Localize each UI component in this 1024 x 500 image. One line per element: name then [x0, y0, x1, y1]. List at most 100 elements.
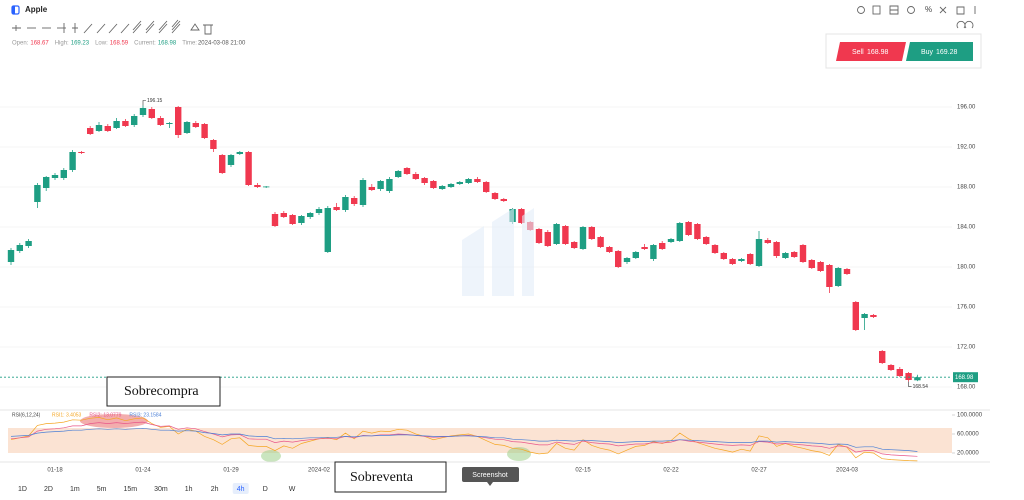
time-value: 2024-03-08 21:00 [198, 41, 246, 47]
candle-body [826, 265, 833, 287]
x-tick-label: 01-18 [47, 468, 63, 474]
x-tick-label: 02-15 [575, 468, 591, 474]
candle-body [298, 216, 305, 223]
top-right-tools[interactable]: % [857, 5, 976, 29]
candle-body [632, 252, 639, 258]
candle-body [342, 197, 349, 210]
annotation-box [106, 376, 221, 407]
candle-body [483, 182, 490, 192]
y-tick-label: 172.00 [957, 345, 976, 351]
candle-body [808, 260, 815, 268]
candle-body [579, 227, 587, 249]
timeframe-bar: 1D 2D 1m 5m 15m 30m 1h 2h 4h D W [18, 483, 296, 494]
y-tick-label: 196.00 [957, 105, 976, 111]
x-tick-label: 2024-03 [836, 468, 859, 474]
timeframe-button[interactable]: 1h [185, 486, 193, 493]
buy-button-bg [906, 42, 973, 61]
sell-price: 168.98 [867, 49, 889, 56]
rsi-tick-label: 100.0000 [957, 413, 983, 419]
sell-button[interactable]: Sell 168.98 [836, 42, 906, 61]
candle-body [60, 170, 67, 178]
candle-body [166, 123, 173, 124]
timeframe-button[interactable]: W [289, 486, 296, 493]
legend-value: 23.1584 [143, 412, 161, 418]
candle-body [914, 377, 921, 381]
candle-body [289, 215, 296, 224]
timeframe-button[interactable]: 5m [97, 486, 107, 493]
candle-body [553, 224, 560, 244]
candle-body [597, 237, 604, 247]
candle-body [491, 193, 499, 199]
timeframe-button[interactable]: 30m [154, 486, 168, 493]
timeframe-button[interactable]: 1m [70, 486, 80, 493]
timeframe-button[interactable]: 4h [237, 486, 245, 493]
watermark-logo [462, 208, 534, 296]
rsi-pane: 100.0000 60.0000 20.0000 RSI(6,12,24) RSI1: 3… [10, 412, 983, 462]
candle-body [615, 251, 622, 267]
annotation-box [334, 461, 447, 493]
candle-body [747, 254, 754, 264]
candle-body [817, 262, 824, 271]
ohlc-value: 168.67 [30, 41, 49, 47]
candle-body [905, 373, 912, 380]
max-label: 196.15 [147, 98, 163, 104]
candle-body [711, 245, 719, 253]
candle-body [562, 226, 569, 244]
legend-value: 13.0779 [103, 412, 121, 418]
candle-body [720, 253, 727, 259]
candle-body [606, 247, 613, 252]
candle-body [738, 259, 745, 261]
timeframe-button[interactable]: 15m [123, 486, 137, 493]
min-marker [908, 381, 912, 387]
candle-body [456, 182, 463, 184]
candle-body [843, 269, 851, 274]
candle-body [861, 314, 868, 318]
candle-body [887, 365, 895, 370]
candle-body [421, 178, 428, 183]
y-tick-label: 192.00 [957, 145, 976, 151]
x-tick-label: 01-29 [223, 468, 239, 474]
rsi-band [8, 428, 952, 453]
ohlc-value: 168.98 [158, 41, 177, 47]
candle-body [412, 174, 419, 179]
ohlc-label: Open: [12, 41, 29, 47]
candle-body [685, 222, 692, 235]
candle-body [271, 214, 279, 226]
symbol-title: Apple [25, 5, 48, 14]
buy-price: 169.28 [936, 49, 958, 56]
candle-body [773, 242, 780, 256]
candle-body [95, 125, 103, 131]
y-tick-label: 188.00 [957, 185, 976, 191]
candle-body [122, 121, 129, 126]
x-tick-label: 01-24 [135, 468, 151, 474]
candle-body [852, 302, 859, 330]
price-pane: 196.00 192.00 188.00 184.00 180.00 176.00 172.… [0, 98, 978, 391]
candle-body [113, 121, 120, 128]
timeframe-button[interactable]: D [263, 486, 268, 493]
drawing-toolbar[interactable] [12, 19, 213, 35]
candle-body [104, 126, 111, 131]
sell-label: Sell [852, 49, 864, 56]
y-tick-label: 168.00 [957, 385, 976, 391]
candle-body [430, 181, 437, 188]
timeframe-button[interactable]: 1D [18, 486, 27, 493]
candle-body [500, 199, 507, 201]
current-price-tag [953, 372, 978, 383]
candle-body [703, 237, 710, 244]
tooltip-arrow [487, 482, 493, 486]
legend-name: RSI1: [52, 412, 65, 418]
legend-name: RSI3: [129, 412, 142, 418]
candle-body [324, 208, 331, 252]
timeframe-button[interactable]: 2h [211, 486, 219, 493]
svg-text:%: % [925, 5, 932, 14]
buy-button[interactable]: Buy 169.28 [906, 42, 973, 61]
timeframe-button[interactable]: 2D [44, 486, 53, 493]
candle-body [377, 181, 384, 189]
candle-body [650, 245, 657, 259]
candle-body [368, 187, 375, 190]
candle-body [192, 123, 199, 127]
overbought-annotation: Sobrecompra [124, 384, 199, 399]
candle-body [157, 118, 164, 125]
tooltip-bg [462, 467, 519, 482]
